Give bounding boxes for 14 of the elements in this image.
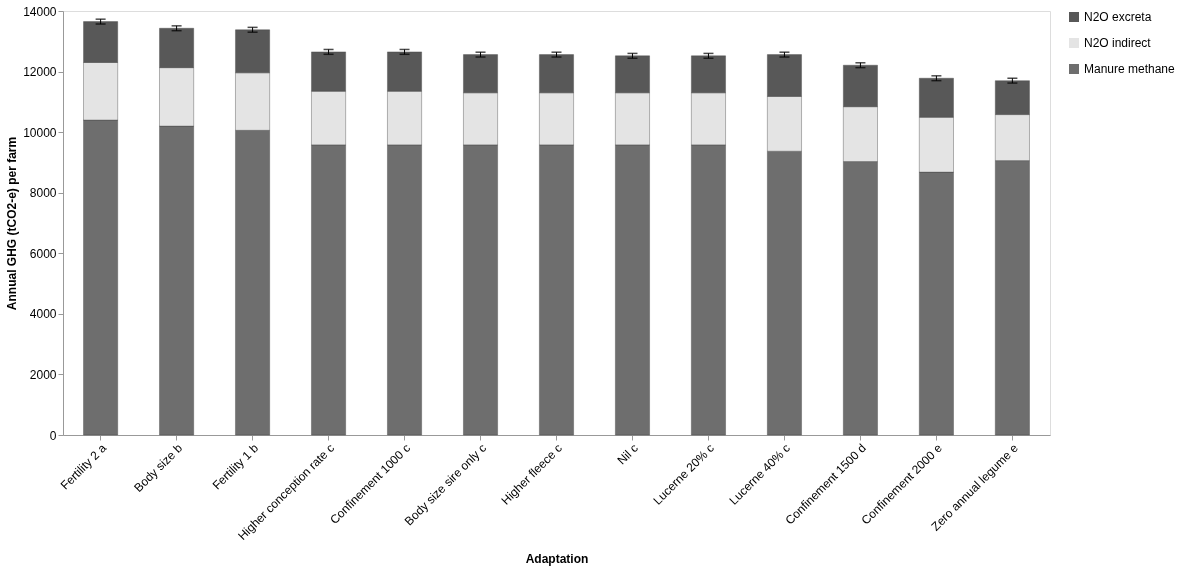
legend-label: Manure methane	[1084, 62, 1176, 76]
y-tick-label: 4000	[29, 307, 57, 322]
y-tick-label: 8000	[29, 186, 57, 201]
y-axis-title: Annual GHG (tCO2-e) per farm	[5, 136, 20, 311]
y-tick-label: 6000	[29, 246, 57, 261]
y-tick-label: 14000	[23, 4, 57, 19]
y-tick-label: 12000	[23, 65, 57, 80]
legend-label: N2O excreta	[1084, 10, 1152, 24]
y-tick-label: 10000	[23, 125, 57, 140]
x-tick-label: Nil c	[614, 441, 641, 468]
y-tick-label: 0	[49, 428, 57, 443]
x-axis-title: Adaptation	[525, 552, 589, 567]
legend-label: N2O indirect	[1084, 36, 1152, 50]
y-tick-label: 2000	[29, 367, 57, 382]
